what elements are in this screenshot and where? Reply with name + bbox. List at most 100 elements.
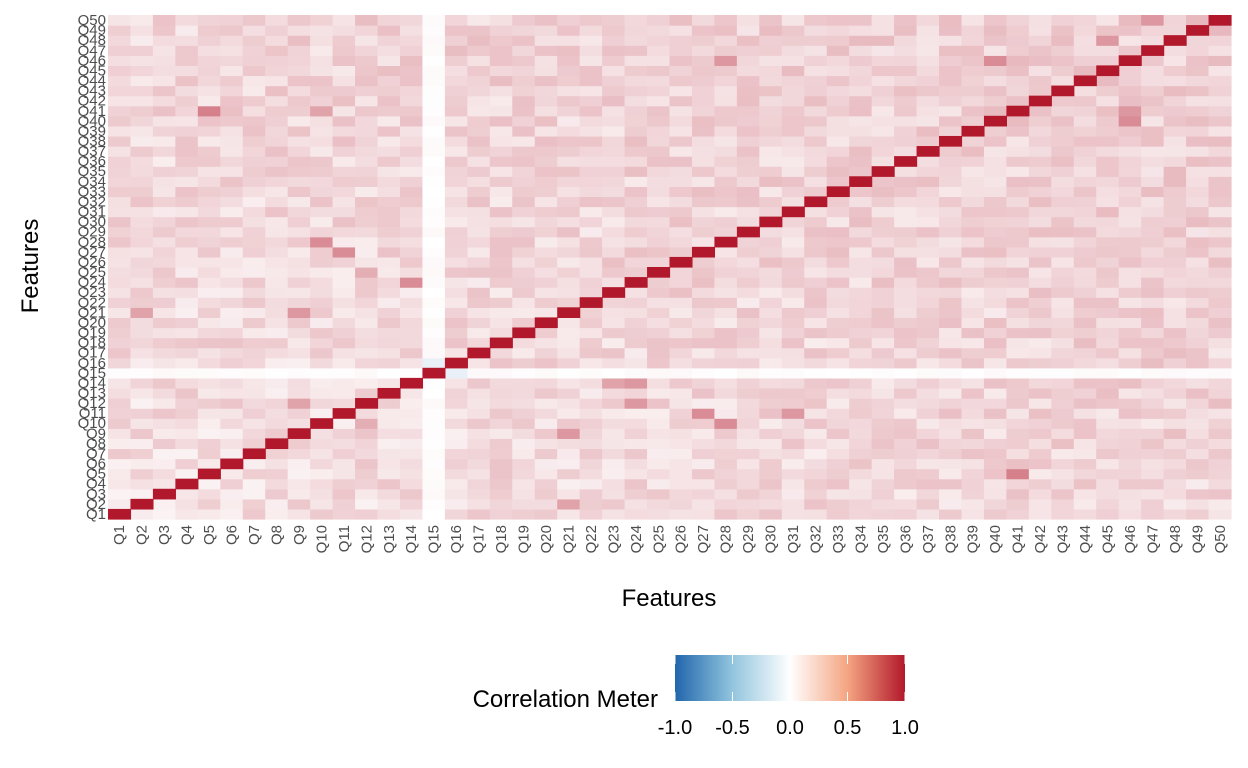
heatmap-cell [175,367,199,379]
heatmap-cell [961,468,985,480]
heatmap-cell [916,347,940,359]
x-tick-label: Q36 [897,525,914,553]
heatmap-cell [332,277,356,288]
heatmap-cell [1186,186,1210,198]
heatmap-cell [1028,55,1052,66]
heatmap-cell [1028,428,1052,439]
heatmap-cell [220,125,244,137]
heatmap-cell [1096,15,1120,26]
heatmap-cell [355,357,379,369]
heatmap-cell [444,95,468,107]
heatmap-cell [220,347,244,359]
heatmap-cell [444,478,468,490]
heatmap-cell [691,357,716,369]
heatmap-cell [1141,448,1165,460]
heatmap-cell [489,196,513,208]
heatmap-cell [691,327,716,339]
heatmap-cell [512,418,536,429]
heatmap-cell [377,25,401,36]
heatmap-cell [310,398,334,409]
heatmap-cell [1208,488,1232,500]
heatmap-cell [287,438,311,450]
heatmap-cell [849,35,873,46]
heatmap-cell [287,226,311,238]
heatmap-cell [916,387,940,399]
heatmap-cell [826,478,850,490]
heatmap-cell [534,35,558,46]
heatmap-cell [332,438,356,450]
heatmap-cell [579,95,603,107]
heatmap-cell [1186,85,1210,97]
heatmap-cell [916,95,940,107]
heatmap-cell [759,135,783,147]
heatmap-cell [1028,166,1052,177]
heatmap-cell [332,166,356,177]
heatmap-cell [691,307,716,318]
heatmap-cell [467,327,491,339]
heatmap-cell [1073,267,1097,278]
heatmap-cell [804,55,828,66]
heatmap-cell [265,236,289,248]
heatmap-cell [602,438,626,450]
heatmap-cell [512,246,536,258]
heatmap-cell [422,35,446,46]
heatmap-cell [894,387,918,399]
heatmap-cell [894,176,918,187]
heatmap-cell [602,196,626,208]
heatmap-cell [916,115,940,127]
heatmap-cell [287,15,311,26]
heatmap-cell [736,347,760,359]
heatmap-cell [1186,367,1210,379]
heatmap-cell [669,15,693,26]
heatmap-cell [1073,337,1097,349]
heatmap-cell [579,75,603,87]
heatmap-cell [265,246,289,258]
heatmap-cell [399,287,424,298]
heatmap-cell [332,216,356,228]
heatmap-cell [894,85,918,97]
heatmap-cell [983,418,1007,429]
heatmap-cell [1096,277,1120,288]
heatmap-cell [399,135,424,147]
heatmap-cell [175,166,199,177]
heatmap-cell [130,347,154,359]
heatmap-cell [759,15,783,26]
heatmap-cell [1163,498,1187,510]
heatmap-cell [961,35,985,46]
heatmap-cell [804,347,828,359]
heatmap-cell [1118,267,1142,278]
heatmap-cell [1096,307,1120,318]
heatmap-cell [242,55,266,66]
heatmap-cell [130,408,154,419]
heatmap-cell [242,236,266,248]
heatmap-cell [287,35,311,46]
heatmap-cell [108,277,132,288]
y-tick-label: Q27 [78,244,106,261]
heatmap-cell [108,206,132,218]
heatmap-cell [197,35,221,46]
heatmap-cell [175,105,199,117]
heatmap-cell [265,226,289,238]
heatmap-cell [736,55,760,66]
x-tick-label: Q33 [830,525,847,553]
heatmap-cell [534,196,558,208]
heatmap-cell [310,75,334,87]
heatmap-cell [736,166,760,177]
heatmap-cell [691,398,716,409]
heatmap-cell [1028,125,1052,137]
heatmap-cell [826,95,850,107]
heatmap-cell [287,498,311,510]
heatmap-cell [939,458,963,470]
heatmap-cell [399,337,424,349]
heatmap-cell [467,85,491,97]
heatmap-cell [242,256,266,268]
heatmap-cell [781,256,805,268]
heatmap-cell [265,317,289,329]
heatmap-cell [871,105,895,117]
heatmap-cell [512,398,536,409]
heatmap-cell [422,438,446,450]
heatmap-cell [1163,277,1187,288]
heatmap-cell [399,387,424,399]
heatmap-cell [669,226,693,238]
diagonal-cell [377,387,401,399]
